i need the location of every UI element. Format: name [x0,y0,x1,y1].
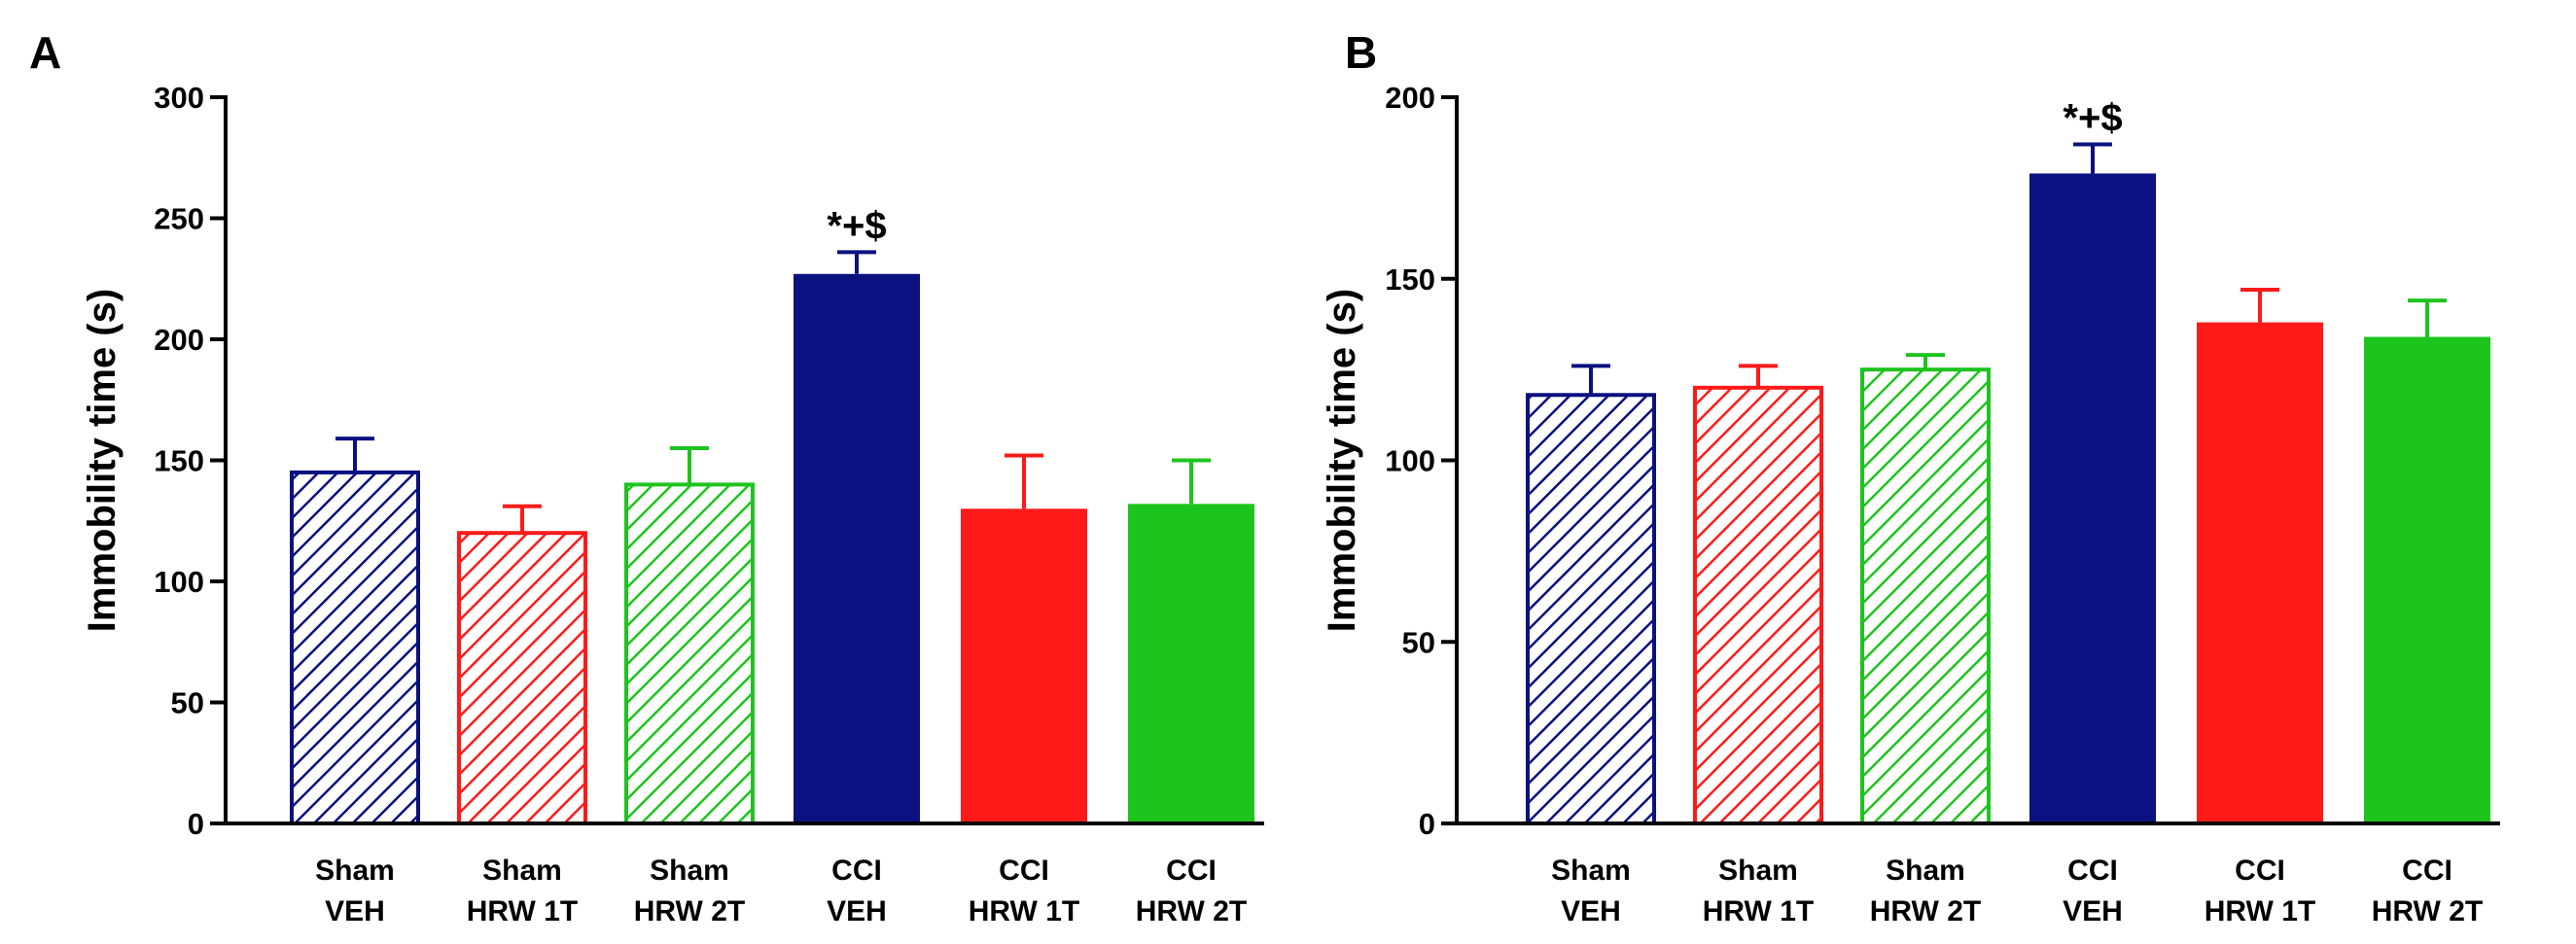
y-tick-label: 50 [171,686,204,720]
category-label-line1: CCI [2402,855,2452,887]
y-tick-label: 0 [1419,807,1435,841]
bar [1860,367,1991,825]
panel-label-b: B [1345,27,1377,78]
y-tick-label: 200 [154,323,204,357]
y-tick-label: 200 [1385,81,1435,115]
y-tick-label: 50 [1402,625,1435,659]
y-tick-label: 150 [154,444,204,478]
category-label-line1: Sham [482,855,562,887]
category-label-line2: HRW 2T [1870,895,1981,927]
bar [2029,173,2156,823]
significance-marker: *+$ [2063,97,2122,140]
y-axis-title: Immobility time (s) [1321,289,1363,632]
bar [961,508,1087,823]
category-label-line1: CCI [2235,855,2285,887]
category-label-line2: VEH [2063,895,2123,927]
y-axis-title: Immobility time (s) [81,289,124,632]
category-label-line2: HRW 1T [1703,895,1814,927]
category-label-line2: VEH [325,895,385,927]
bar [290,470,420,825]
bar [2364,336,2490,823]
chart-panel-a: A 0 50 100 150 200 250 300 Immobility time (s) Sh… [29,27,1264,927]
y-tick-label: 100 [154,565,204,599]
category-label-line2: HRW 1T [969,895,1079,927]
category-label-line1: CCI [999,855,1049,887]
bar [1693,385,1823,825]
chart-panel-b: B 0 50 100 150 200 Immobility time (s) Sham VEH S… [1321,27,2500,927]
y-tick-label: 100 [1385,444,1435,478]
bar [794,273,920,823]
bar [2197,322,2323,823]
category-label-line2: HRW 1T [2205,895,2315,927]
y-tick-label: 300 [154,81,204,115]
bar [1128,504,1254,823]
significance-marker: *+$ [827,204,886,247]
category-label-line2: HRW 1T [467,895,578,927]
category-label-line1: Sham [650,855,729,887]
category-label-line1: CCI [2067,855,2118,887]
category-label-line1: Sham [1886,855,1965,887]
y-tick-label: 150 [1385,262,1435,297]
category-label-line2: HRW 2T [2372,895,2483,927]
category-label-line1: Sham [1551,855,1631,887]
category-label-line2: HRW 2T [1136,895,1247,927]
bar [457,531,587,825]
category-label-line1: Sham [315,855,395,887]
y-tick-label: 0 [188,807,204,841]
category-label-line2: VEH [1561,895,1621,927]
category-label-line1: CCI [831,855,882,887]
bar [1526,393,1656,825]
bar [624,482,755,825]
category-label-line1: Sham [1718,855,1798,887]
category-label-line2: VEH [827,895,887,927]
y-tick-label: 250 [154,202,204,236]
panel-label-a: A [29,27,61,78]
category-label-line2: HRW 2T [634,895,745,927]
category-label-line1: CCI [1166,855,1217,887]
